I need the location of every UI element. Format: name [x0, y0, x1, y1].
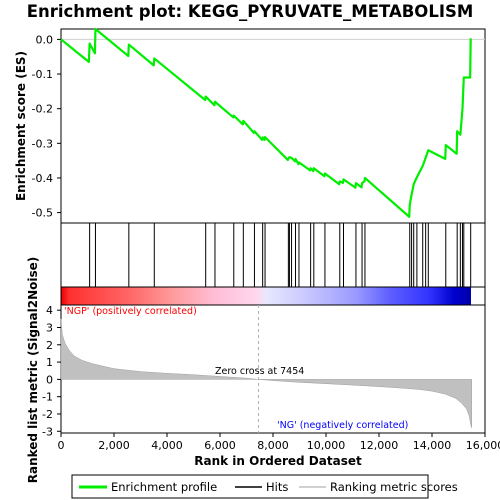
ranking-color-bar [61, 287, 471, 305]
enrichment-profile [60, 27, 472, 218]
ranked-metric-area [60, 305, 472, 433]
es-y-tick-label: -0.5 [32, 207, 53, 220]
x-axis-label: Rank in Ordered Dataset [194, 454, 362, 468]
chart-title: Enrichment plot: KEGG_PYRUVATE_METABOLIS… [27, 2, 474, 21]
x-tick-label: 6,000 [204, 439, 236, 452]
x-tick-label: 4,000 [151, 439, 183, 452]
es-y-tick-label: -0.3 [32, 137, 53, 150]
es-y-tick-label: -0.4 [32, 172, 53, 185]
metric-y-tick-label: 3 [46, 321, 53, 334]
legend-hits-label: Hits [266, 480, 288, 494]
metric-y-tick-label: 1 [46, 356, 53, 369]
x-tick-label: 14,000 [413, 439, 452, 452]
x-tick-label: 12,000 [360, 439, 399, 452]
metric-y-tick-label: -2 [42, 408, 53, 421]
x-tick-label: 8,000 [257, 439, 289, 452]
es-y-axis: 0.0 -0.1 -0.2 -0.3 -0.4 -0.5 [32, 33, 61, 220]
metric-y-tick-label: 4 [46, 304, 53, 317]
ranked-metric-fill [60, 318, 472, 428]
enrichment-profile-line [60, 27, 472, 218]
hits-panel [60, 222, 486, 288]
metric-y-tick-label: 0 [46, 373, 53, 386]
x-tick-label: 2,000 [98, 439, 130, 452]
metric-y-tick-label: -1 [42, 391, 53, 404]
legend-metric-label: Ranking metric scores [330, 480, 458, 494]
es-panel [60, 28, 486, 224]
es-y-axis-label: Enrichment score (ES) [14, 51, 28, 201]
metric-y-tick-label: 2 [46, 339, 53, 352]
x-tick-label: 10,000 [307, 439, 346, 452]
es-y-tick-label: -0.1 [32, 68, 53, 81]
es-y-tick-label: 0.0 [36, 33, 54, 46]
legend: Enrichment profile Hits Ranking metric s… [71, 474, 458, 499]
metric-y-tick-label: -3 [42, 425, 53, 438]
metric-y-axis: 4 3 2 1 0 -1 -2 -3 [42, 304, 61, 438]
positive-correlation-label: 'NGP' (positively correlated) [64, 306, 197, 317]
hit-markers [89, 223, 472, 287]
x-axis: 0 2,000 4,000 6,000 8,000 10,000 12,000 14,000 1… [58, 433, 500, 452]
metric-panel [60, 304, 486, 434]
x-tick-label: 16,000 [466, 439, 500, 452]
negative-correlation-label: 'NG' (negatively correlated) [277, 420, 408, 431]
x-tick-label: 0 [58, 439, 65, 452]
legend-profile-label: Enrichment profile [111, 480, 217, 494]
es-y-tick-label: -0.2 [32, 103, 53, 116]
metric-y-axis-label: Ranked list metric (Signal2Noise) [26, 257, 40, 484]
zero-cross-label: Zero cross at 7454 [215, 366, 304, 377]
